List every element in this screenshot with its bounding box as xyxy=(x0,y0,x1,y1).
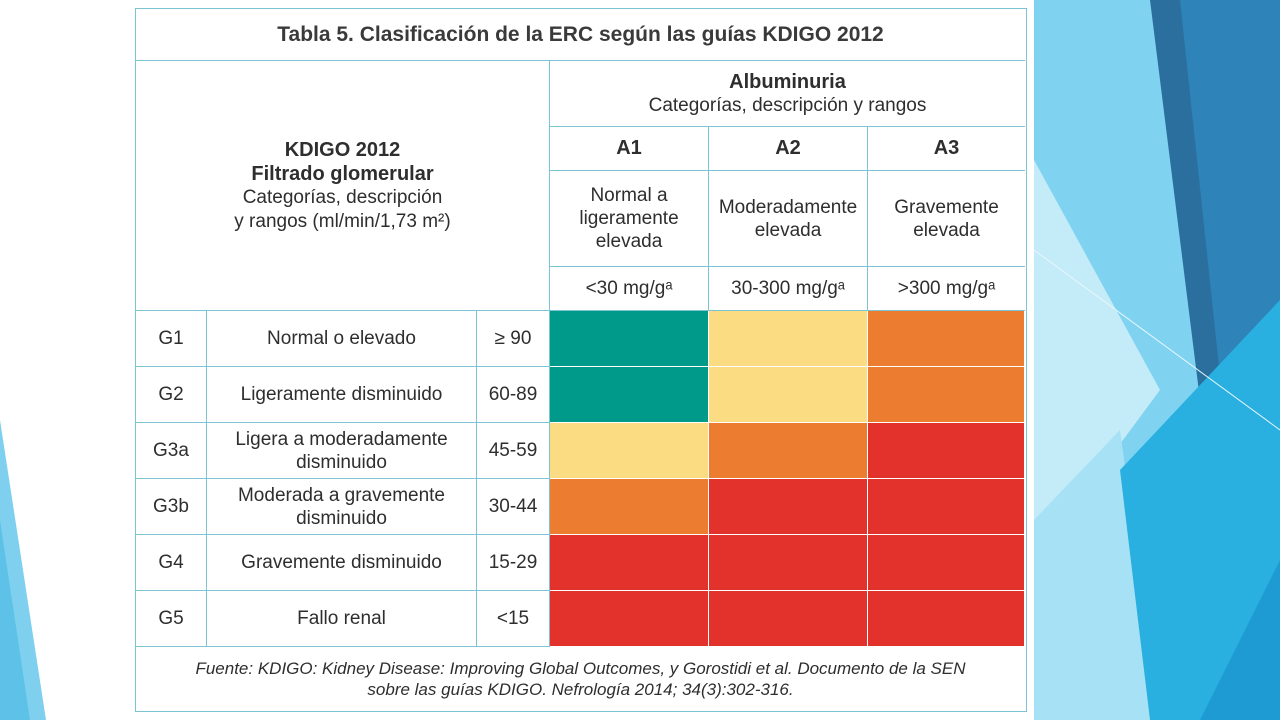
albuminuria-code-a3: A3 xyxy=(868,127,1025,171)
row-g5-desc: Fallo renal xyxy=(207,591,477,647)
row-g4-desc: Gravemente disminuido xyxy=(207,535,477,591)
risk-cell xyxy=(550,479,709,535)
table-source-note: Fuente: KDIGO: Kidney Disease: Improving… xyxy=(136,647,1025,710)
row-g1-code: G1 xyxy=(136,311,207,367)
row-g3b-desc-l2: disminuido xyxy=(296,507,387,529)
risk-cell xyxy=(868,479,1025,535)
gfr-header-desc2: y rangos (ml/min/1,73 m²) xyxy=(234,210,451,232)
albuminuria-range-a1: <30 mg/gᵃ xyxy=(550,267,709,311)
row-g3a-desc-l1: Ligera a moderadamente xyxy=(235,428,448,450)
source-line-1: Fuente: KDIGO: Kidney Disease: Improving… xyxy=(195,658,966,678)
albuminuria-code-a2: A2 xyxy=(709,127,868,171)
risk-cell xyxy=(709,311,868,367)
row-g4-range: 15-29 xyxy=(477,535,550,591)
risk-cell xyxy=(550,535,709,591)
risk-cell xyxy=(709,423,868,479)
left-decor-shape-dark xyxy=(0,520,30,720)
row-g3b-code: G3b xyxy=(136,479,207,535)
gfr-header-kdigo: KDIGO 2012 xyxy=(284,138,401,161)
gfr-header: KDIGO 2012 Filtrado glomerular Categoría… xyxy=(136,61,550,311)
row-g1-range: ≥ 90 xyxy=(477,311,550,367)
gfr-header-desc1: Categorías, descripción xyxy=(242,186,443,208)
risk-cell xyxy=(709,367,868,423)
albuminuria-range-a2: 30-300 mg/gᵃ xyxy=(709,267,868,311)
albuminuria-desc-a2: Moderadamente elevada xyxy=(709,171,868,267)
source-line-2: sobre las guías KDIGO. Nefrología 2014; … xyxy=(367,679,794,699)
row-g2-desc: Ligeramente disminuido xyxy=(207,367,477,423)
row-g1-desc-l1: Normal o elevado xyxy=(267,328,416,349)
right-bright-panel xyxy=(1120,300,1280,720)
albuminuria-code-a1: A1 xyxy=(550,127,709,171)
risk-cell xyxy=(709,591,868,647)
row-g4-code: G4 xyxy=(136,535,207,591)
row-g5-code: G5 xyxy=(136,591,207,647)
risk-cell xyxy=(550,591,709,647)
right-thin-line xyxy=(1033,249,1280,431)
risk-cell xyxy=(709,535,868,591)
albuminuria-desc-a1-l3: elevada xyxy=(595,231,663,252)
albuminuria-range-a3: >300 mg/gᵃ xyxy=(868,267,1025,311)
row-g3b-range: 30-44 xyxy=(477,479,550,535)
kdigo-classification-table: Tabla 5. Clasificación de la ERC según l… xyxy=(135,8,1027,712)
table-title: Tabla 5. Clasificación de la ERC según l… xyxy=(136,9,1025,61)
row-g3a-code: G3a xyxy=(136,423,207,479)
row-g2-desc-l1: Ligeramente disminuido xyxy=(240,384,443,405)
risk-cell xyxy=(709,479,868,535)
row-g3b-desc-l1: Moderada a gravemente xyxy=(237,484,445,506)
row-g3a-desc: Ligera a moderadamente disminuido xyxy=(207,423,477,479)
risk-cell xyxy=(868,535,1025,591)
right-accent-panel xyxy=(1200,560,1280,720)
row-g4-desc-l1: Gravemente disminuido xyxy=(241,552,442,573)
albuminuria-desc-a1-l2: ligeramente xyxy=(579,208,679,229)
risk-cell xyxy=(868,367,1025,423)
row-g3b-desc: Moderada a gravemente disminuido xyxy=(207,479,477,535)
row-g1-desc: Normal o elevado xyxy=(207,311,477,367)
albuminuria-desc-a3-l2: elevada xyxy=(913,219,980,241)
albuminuria-subtitle: Categorías, descripción y rangos xyxy=(648,94,927,116)
albuminuria-desc-a1-l1: Normal a xyxy=(590,185,668,206)
albuminuria-desc-a2-l1: Moderadamente xyxy=(718,196,858,218)
albuminuria-header: Albuminuria Categorías, descripción y ra… xyxy=(550,61,1025,127)
row-g5-range: <15 xyxy=(477,591,550,647)
albuminuria-desc-a2-l2: elevada xyxy=(754,219,822,241)
albuminuria-title: Albuminuria xyxy=(729,70,846,93)
row-g2-range: 60-89 xyxy=(477,367,550,423)
row-g3a-range: 45-59 xyxy=(477,423,550,479)
risk-cell xyxy=(868,591,1025,647)
risk-cell xyxy=(868,423,1025,479)
risk-cell xyxy=(550,311,709,367)
row-g3a-desc-l2: disminuido xyxy=(296,451,387,473)
risk-cell xyxy=(550,367,709,423)
row-g5-desc-l1: Fallo renal xyxy=(297,608,386,629)
albuminuria-desc-a3-l1: Gravemente xyxy=(894,196,999,218)
albuminuria-desc-a1: Normal a ligeramente elevada xyxy=(550,171,709,267)
albuminuria-desc-a3: Gravemente elevada xyxy=(868,171,1025,267)
risk-cell xyxy=(550,423,709,479)
right-pale-panel xyxy=(1034,160,1160,560)
gfr-header-title: Filtrado glomerular xyxy=(251,162,434,185)
risk-cell xyxy=(868,311,1025,367)
row-g2-code: G2 xyxy=(136,367,207,423)
